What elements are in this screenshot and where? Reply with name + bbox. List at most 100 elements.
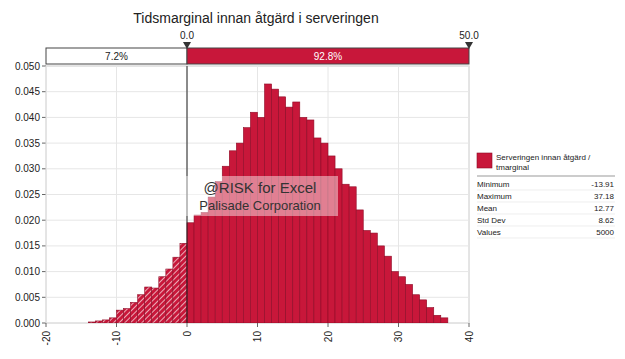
bar bbox=[349, 187, 356, 323]
bar bbox=[427, 308, 434, 323]
bar bbox=[117, 310, 124, 323]
watermark-text: @RISK for Excel bbox=[204, 179, 317, 196]
bar bbox=[124, 309, 131, 323]
tick bbox=[42, 245, 46, 246]
bar bbox=[194, 215, 201, 323]
bar bbox=[173, 257, 180, 323]
legend-line: Serveringen innan åtgärd / bbox=[496, 153, 591, 162]
title: Tidsmarginal innan åtgärd i serveringen bbox=[133, 10, 378, 26]
bar bbox=[321, 143, 328, 323]
x-tick-label: 20 bbox=[323, 331, 334, 343]
bar bbox=[187, 223, 194, 323]
bar bbox=[441, 318, 448, 323]
bar bbox=[391, 272, 398, 323]
delimiter-marker bbox=[183, 42, 191, 49]
tick bbox=[42, 323, 46, 324]
grid-line bbox=[46, 66, 47, 323]
legend-line: tmarginal bbox=[496, 163, 529, 172]
tick bbox=[42, 117, 46, 118]
tick bbox=[116, 323, 117, 327]
tick bbox=[42, 297, 46, 298]
watermark-band bbox=[180, 176, 338, 216]
legend-swatch bbox=[477, 153, 492, 168]
bar bbox=[384, 256, 391, 323]
bar bbox=[166, 269, 173, 323]
legend-separator bbox=[477, 176, 615, 177]
stat-value: 5000 bbox=[596, 228, 614, 237]
stat-value: 12.77 bbox=[594, 204, 615, 213]
bar bbox=[406, 284, 413, 323]
tick bbox=[42, 220, 46, 221]
delimiter-percentage: 92.8% bbox=[314, 51, 342, 62]
legend-label: Serveringen innan åtgärd /tmarginal bbox=[496, 153, 591, 172]
stat-value: 8.62 bbox=[598, 216, 614, 225]
bar bbox=[138, 295, 145, 323]
stat-rule bbox=[477, 190, 615, 191]
y-tick-label: 0.045 bbox=[15, 86, 40, 97]
tick bbox=[42, 194, 46, 195]
bar bbox=[236, 143, 243, 323]
delimiter-segment bbox=[187, 48, 469, 64]
bar bbox=[109, 318, 116, 323]
x-tick-label: -20 bbox=[41, 331, 52, 346]
stat-label: Std Dev bbox=[477, 216, 505, 225]
delimiter-label: 0.0 bbox=[180, 30, 194, 41]
x-tick-label: -10 bbox=[111, 331, 122, 346]
y-tick-label: 0.020 bbox=[15, 215, 40, 226]
bar bbox=[95, 321, 102, 323]
tick bbox=[42, 271, 46, 272]
bar bbox=[300, 117, 307, 323]
delimiter-segment bbox=[46, 48, 187, 64]
bar bbox=[131, 302, 138, 323]
bar bbox=[243, 128, 250, 323]
y-tick-label: 0.035 bbox=[15, 138, 40, 149]
watermark-text: Palisade Corporation bbox=[199, 198, 320, 213]
plot-area bbox=[46, 66, 469, 323]
x-tick-label: 10 bbox=[252, 331, 263, 343]
grid-line bbox=[469, 66, 470, 323]
stat-label: Values bbox=[477, 228, 501, 237]
stat-value: 37.18 bbox=[594, 192, 615, 201]
bar bbox=[434, 315, 441, 323]
tick bbox=[42, 143, 46, 144]
bar bbox=[88, 322, 95, 323]
y-tick-label: 0.050 bbox=[15, 61, 40, 72]
bar bbox=[250, 112, 257, 323]
bar bbox=[363, 230, 370, 323]
chart: Tidsmarginal innan åtgärd i serveringen 0… bbox=[0, 0, 625, 359]
y-tick-label: 0.005 bbox=[15, 292, 40, 303]
tick bbox=[469, 323, 470, 327]
tick bbox=[257, 323, 258, 327]
delimiter-label: 50.0 bbox=[459, 30, 479, 41]
x-tick-label: 40 bbox=[464, 331, 475, 343]
bar bbox=[180, 243, 187, 323]
grid-line bbox=[116, 66, 117, 323]
bar bbox=[314, 138, 321, 323]
y-tick-label: 0.000 bbox=[15, 318, 40, 329]
stat-rule bbox=[477, 238, 615, 239]
x-tick-label: 0 bbox=[182, 331, 193, 337]
tick bbox=[42, 168, 46, 169]
tick bbox=[42, 66, 46, 67]
bar bbox=[159, 277, 166, 323]
y-tick-label: 0.030 bbox=[15, 163, 40, 174]
stat-label: Mean bbox=[477, 204, 497, 213]
bar bbox=[152, 288, 159, 323]
x-tick-label: 30 bbox=[393, 331, 404, 343]
tick bbox=[328, 323, 329, 327]
y-tick-label: 0.015 bbox=[15, 240, 40, 251]
stat-rule bbox=[477, 214, 615, 215]
stat-rule bbox=[477, 202, 615, 203]
tick bbox=[42, 91, 46, 92]
watermark: @RISK for Excel Palisade Corporation bbox=[180, 176, 338, 216]
stat-value: -13.91 bbox=[591, 180, 614, 189]
y-tick-label: 0.040 bbox=[15, 112, 40, 123]
y-tick-label: 0.010 bbox=[15, 266, 40, 277]
stat-label: Maximum bbox=[477, 192, 512, 201]
bar bbox=[145, 287, 152, 323]
bar bbox=[413, 295, 420, 323]
bar bbox=[399, 277, 406, 323]
stat-label: Minimum bbox=[477, 180, 510, 189]
tick bbox=[187, 323, 188, 327]
bar bbox=[201, 212, 208, 323]
